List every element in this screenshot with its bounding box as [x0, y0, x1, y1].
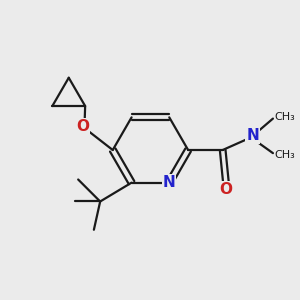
Text: O: O [76, 119, 89, 134]
Text: CH₃: CH₃ [274, 112, 295, 122]
Text: O: O [219, 182, 232, 197]
Text: N: N [246, 128, 259, 143]
Text: CH₃: CH₃ [274, 150, 295, 160]
Text: N: N [163, 175, 176, 190]
